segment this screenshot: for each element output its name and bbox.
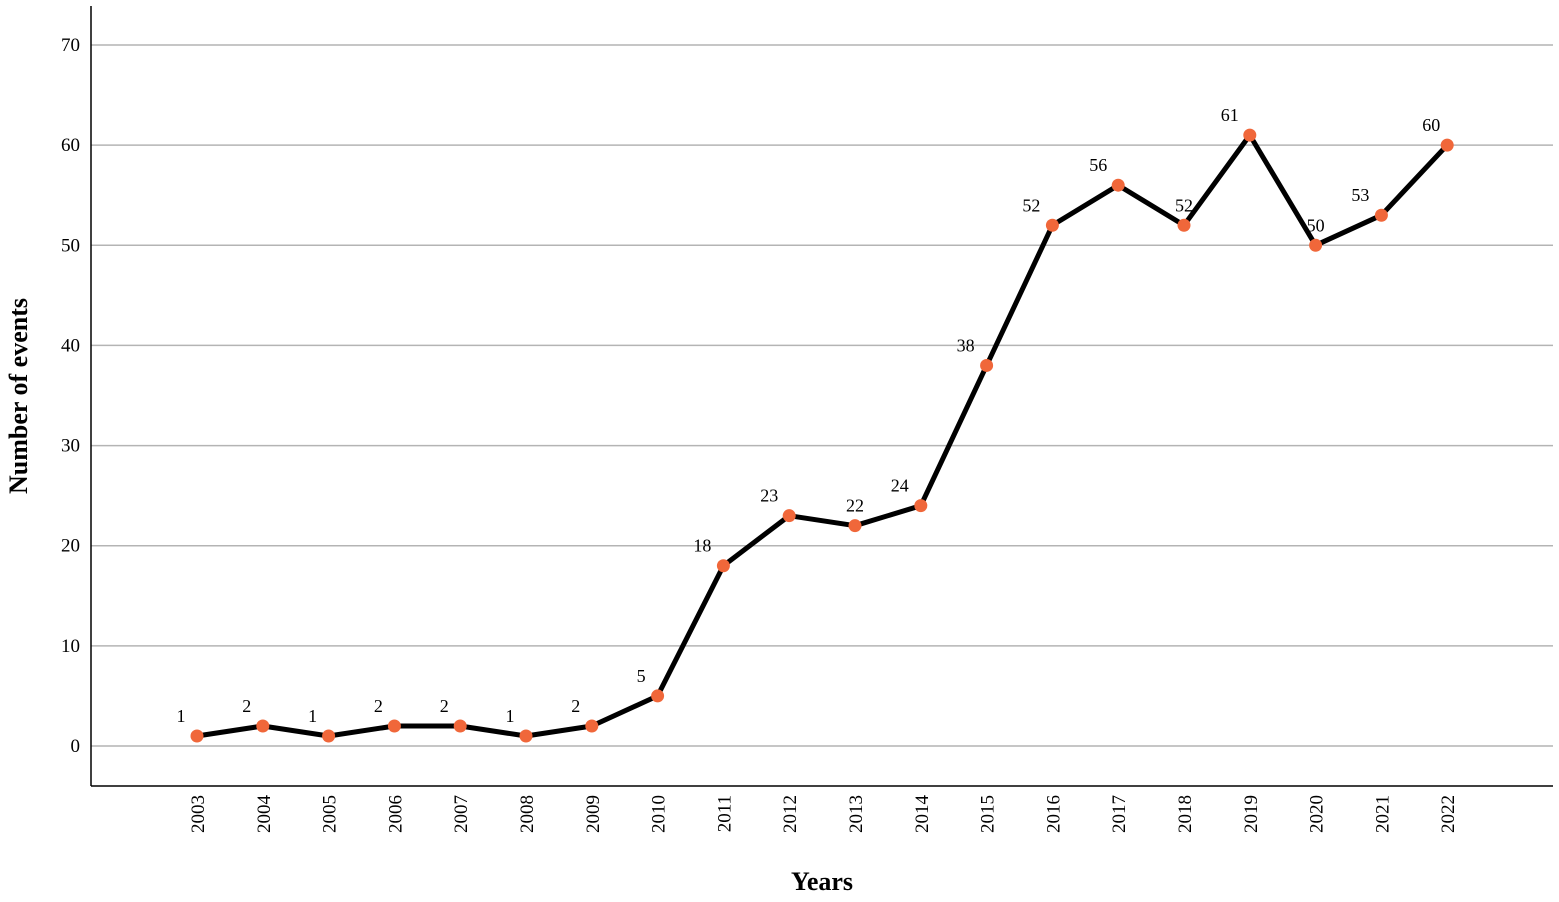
- data-label-2021: 53: [1351, 185, 1369, 205]
- data-point-2009: [585, 719, 599, 733]
- x-tick-label-2019: 2019: [1241, 795, 1262, 833]
- data-label-2009: 2: [571, 696, 580, 716]
- y-tick-label-70: 70: [61, 35, 80, 56]
- y-tick-label-50: 50: [61, 235, 80, 256]
- data-label-2018: 52: [1175, 195, 1193, 215]
- x-tick-label-2014: 2014: [912, 795, 933, 834]
- x-tick-label-2004: 2004: [254, 795, 275, 834]
- data-label-2010: 5: [637, 666, 646, 686]
- y-axis-title: Number of events: [4, 298, 33, 494]
- x-tick-label-2010: 2010: [649, 795, 670, 833]
- x-tick-label-2022: 2022: [1438, 795, 1459, 833]
- x-tick-label-2012: 2012: [780, 795, 801, 833]
- data-point-2013: [848, 519, 862, 533]
- data-label-2017: 56: [1089, 155, 1107, 175]
- data-label-2013: 22: [846, 496, 864, 516]
- data-point-2021: [1374, 208, 1388, 222]
- data-points: [190, 128, 1454, 743]
- gridlines: [91, 44, 1553, 747]
- data-label-2005: 1: [308, 706, 317, 726]
- x-tick-label-2007: 2007: [451, 795, 472, 833]
- series-line: [194, 132, 1450, 739]
- data-point-2005: [322, 729, 336, 743]
- x-tick-label-2015: 2015: [978, 795, 999, 833]
- x-tick-label-2011: 2011: [714, 795, 735, 832]
- data-point-2008: [519, 729, 533, 743]
- data-label-2019: 61: [1221, 105, 1239, 125]
- series-line-layer: [194, 132, 1450, 739]
- y-tick-label-30: 30: [61, 436, 80, 457]
- x-tick-label-2020: 2020: [1307, 795, 1328, 833]
- y-tick-labels: 0 10 20 30 40 50 60 70: [61, 35, 80, 757]
- x-tick-label-2003: 2003: [188, 795, 209, 833]
- data-label-2015: 38: [957, 335, 975, 355]
- data-point-2017: [1111, 178, 1125, 192]
- y-tick-label-10: 10: [61, 636, 80, 657]
- y-tick-label-60: 60: [61, 135, 80, 156]
- data-point-2014: [914, 499, 928, 513]
- data-label-2004: 2: [242, 696, 251, 716]
- x-axis-title: Years: [791, 867, 853, 896]
- data-label-2007: 2: [440, 696, 449, 716]
- data-point-2010: [651, 689, 665, 703]
- y-tick-label-20: 20: [61, 536, 80, 557]
- data-point-2011: [716, 559, 730, 573]
- x-tick-label-2016: 2016: [1043, 795, 1064, 833]
- data-point-2012: [782, 509, 796, 523]
- data-point-2020: [1309, 238, 1323, 252]
- x-tick-label-2005: 2005: [320, 795, 341, 833]
- data-label-2014: 24: [891, 476, 909, 496]
- data-label-2006: 2: [374, 696, 383, 716]
- x-tick-label-2021: 2021: [1372, 795, 1393, 833]
- x-tick-label-2009: 2009: [583, 795, 604, 833]
- data-label-2011: 18: [693, 536, 711, 556]
- data-label-2022: 60: [1422, 115, 1440, 135]
- data-point-2003: [190, 729, 204, 743]
- data-point-2006: [387, 719, 401, 733]
- data-point-2019: [1243, 128, 1257, 142]
- data-point-2016: [1045, 218, 1059, 232]
- data-label-2012: 23: [760, 486, 778, 506]
- x-tick-label-2006: 2006: [385, 795, 406, 833]
- data-label-2008: 1: [506, 706, 515, 726]
- x-tick-labels: 2003 2004 2005 2006 2007 2008 2009 2010 2011 2012…: [188, 795, 1459, 834]
- data-label-2016: 52: [1022, 195, 1040, 215]
- data-label-2003: 1: [177, 706, 186, 726]
- data-point-2022: [1440, 138, 1454, 152]
- y-tick-label-0: 0: [71, 736, 81, 757]
- axes: [90, 6, 1553, 787]
- data-point-2007: [453, 719, 467, 733]
- x-tick-label-2017: 2017: [1109, 795, 1130, 833]
- data-label-2020: 50: [1307, 215, 1325, 235]
- data-point-2018: [1177, 218, 1191, 232]
- x-tick-label-2018: 2018: [1175, 795, 1196, 833]
- x-tick-label-2013: 2013: [846, 795, 867, 833]
- data-point-2015: [980, 358, 994, 372]
- data-point-2004: [256, 719, 270, 733]
- y-tick-label-40: 40: [61, 335, 80, 356]
- x-tick-label-2008: 2008: [517, 795, 538, 833]
